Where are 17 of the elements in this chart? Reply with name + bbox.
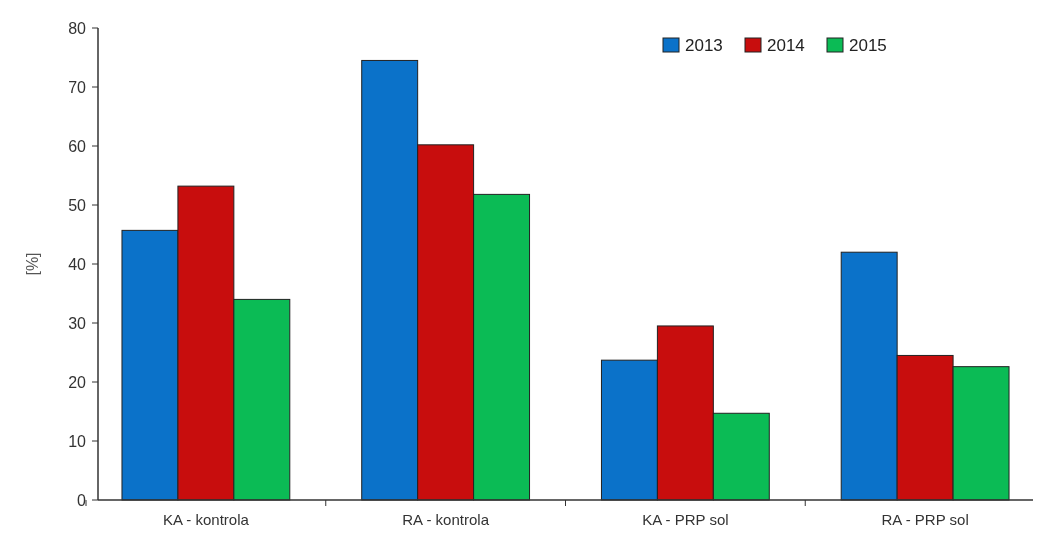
y-tick-label: 20	[68, 373, 87, 391]
legend-label: 2015	[849, 35, 887, 55]
x-tick-label: RA - PRP sol	[881, 511, 969, 528]
legend-label: 2013	[685, 35, 723, 55]
y-tick-label: 30	[68, 314, 87, 332]
x-tick-label: KA - kontrola	[162, 511, 250, 528]
y-tick-label: 70	[68, 78, 87, 96]
legend-label: 2014	[767, 35, 805, 55]
y-tick-label: 50	[68, 196, 87, 214]
y-axis-title: [%]	[24, 252, 41, 276]
y-tick-label: 10	[68, 432, 87, 450]
y-tick-label: 0	[77, 491, 87, 509]
x-tick-label: RA - kontrola	[402, 511, 490, 528]
y-tick-label: 80	[68, 19, 87, 37]
x-tick-label: KA - PRP sol	[642, 511, 729, 528]
y-tick-label: 40	[68, 255, 87, 273]
y-tick-label: 60	[68, 137, 87, 155]
